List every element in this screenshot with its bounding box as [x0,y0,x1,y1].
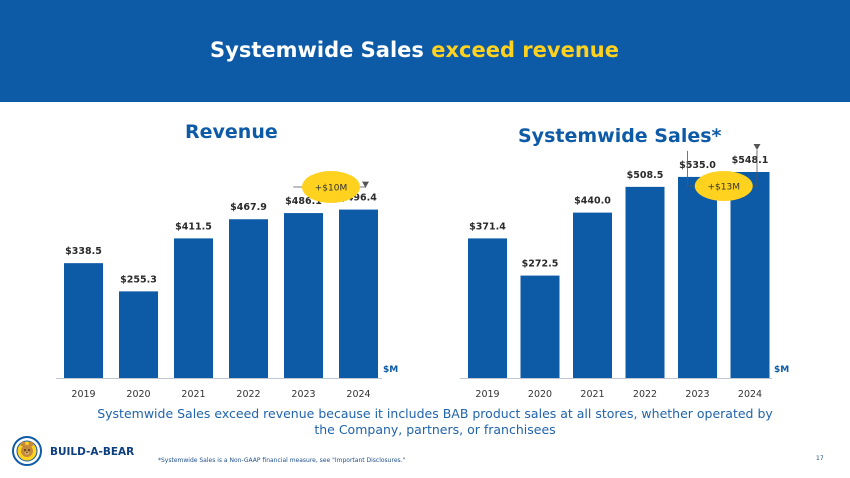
x-tick-label: 2019 [475,389,499,400]
caption-text: Systemwide Sales exceed revenue because … [97,406,773,437]
systemwide-sales-chart: $371.4 2019 $272.5 2020 $440.0 2021 $508.5 2022… [460,143,789,400]
bar-value-label: $371.4 [469,221,506,232]
x-tick-label: 2021 [580,389,604,400]
footnote: *Systemwide Sales is a Non-GAAP financia… [158,457,406,464]
bar-2022 [229,219,268,378]
bar-value-label: $548.1 [732,155,769,166]
bar-value-label: $338.5 [65,246,102,257]
annotation-bracket-left [687,150,695,187]
bar-value-label: $467.9 [230,202,267,213]
revenue-chart-title: Revenue [185,121,278,143]
bar-2024 [730,171,770,378]
x-tick-label: 2019 [71,389,95,400]
annotation-bubble [302,171,360,203]
x-tick-label: 2020 [126,389,150,400]
x-tick-label: 2020 [528,389,552,400]
bar-2020 [119,291,158,378]
annotation-arrowhead [362,181,369,188]
bar-2020 [520,275,560,378]
unit-label: $M [383,365,398,375]
x-tick-label: 2024 [346,389,370,400]
bar-value-label: $496.4 [340,193,377,204]
x-tick-label: 2022 [236,389,260,400]
bar-value-label: $486.1 [285,196,322,207]
annotation-bracket-right [752,149,758,187]
x-tick-label: 2023 [685,389,709,400]
bar-value-label: $272.5 [522,259,559,270]
annotation-bubble [694,171,753,201]
bar-2019 [64,263,103,378]
annotation-arrowhead [753,143,761,150]
header-banner: Systemwide Sales exceed revenue [0,0,850,102]
bar-2021 [174,238,213,378]
annotation-label: +$10M [315,184,347,194]
bar-2021 [573,212,612,378]
bar-2019 [468,238,507,378]
page-title-accent: exceed revenue [431,38,619,62]
page-title-main: Systemwide Sales [210,38,432,62]
bar-value-label: $508.5 [627,170,664,181]
page-title: Systemwide Sales exceed revenue [210,38,619,62]
x-tick-label: 2022 [633,389,657,400]
bar-value-label: $411.5 [175,221,212,232]
x-tick-label: 2024 [738,389,762,400]
x-tick-label: 2023 [291,389,315,400]
bar-2023 [284,213,323,378]
x-tick-label: 2021 [181,389,205,400]
systemwide-sales-chart-title: Systemwide Sales* [518,125,722,147]
bar-value-label: $535.0 [679,160,716,171]
bar-2024 [339,209,378,378]
bar-value-label: $255.3 [120,274,157,285]
build-a-bear-logo [12,436,42,466]
bar-2023 [678,176,717,378]
bar-2022 [625,186,665,378]
page-number: 17 [816,455,824,462]
annotation-bracket-right [360,186,366,188]
revenue-chart: $338.5 2019 $255.3 2020 $411.5 2021 $467.9 2022… [56,171,398,400]
annotation-label: +$13M [708,183,740,193]
unit-label: $M [774,365,789,375]
bar-value-label: $440.0 [574,196,611,207]
brand-name: BUILD-A-BEAR [50,446,135,458]
